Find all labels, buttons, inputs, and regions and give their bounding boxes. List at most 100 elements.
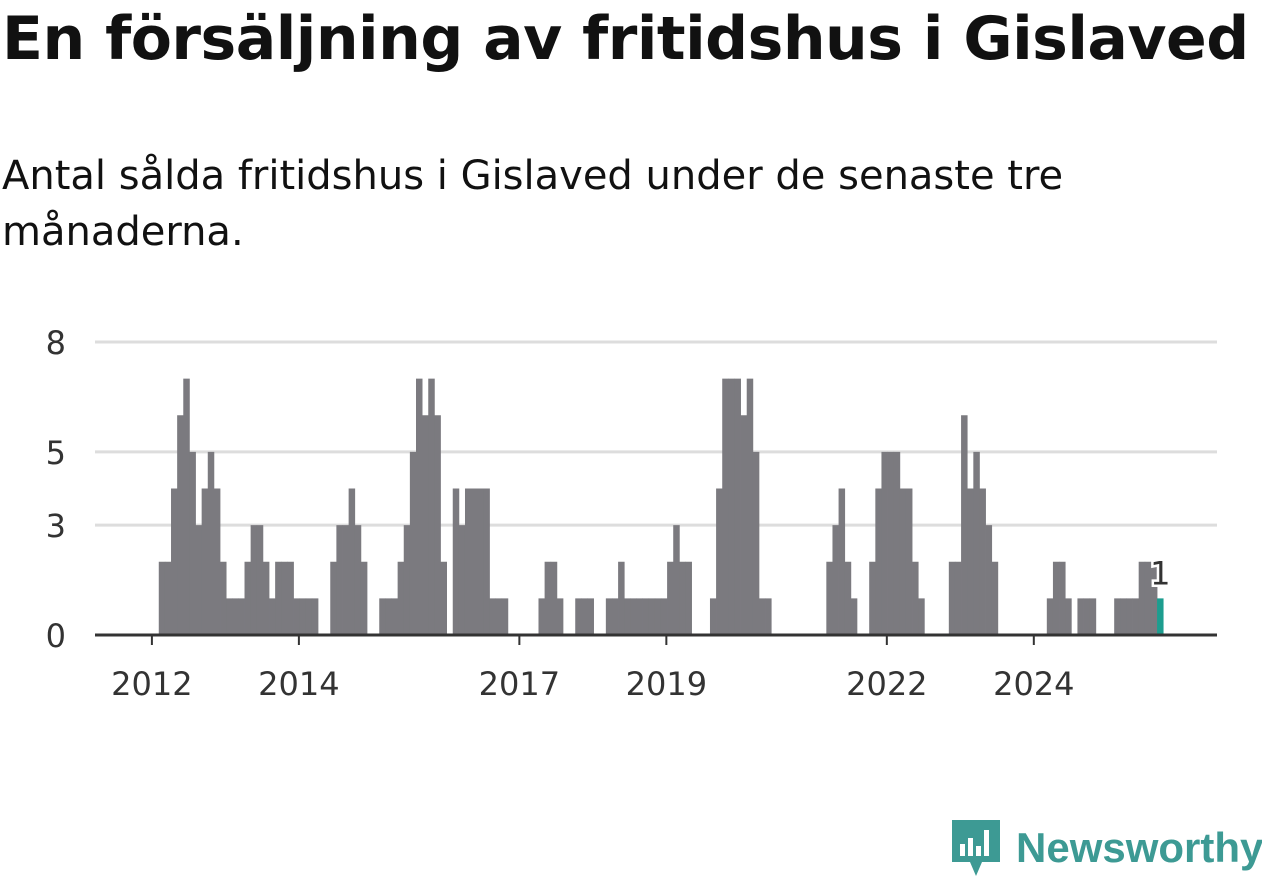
bar	[195, 525, 203, 636]
bar	[293, 598, 301, 636]
bar	[642, 598, 650, 636]
bar	[918, 598, 925, 636]
bar	[899, 488, 907, 635]
bar	[624, 598, 631, 636]
bar	[985, 525, 993, 636]
bar	[201, 488, 209, 635]
bar	[164, 561, 172, 635]
bar	[336, 525, 343, 636]
bar	[256, 525, 264, 636]
bar	[746, 378, 754, 636]
bar	[262, 561, 270, 635]
x-tick-label: 2012	[111, 665, 192, 703]
bar	[673, 525, 680, 636]
bar	[422, 415, 429, 635]
bar	[685, 561, 692, 635]
x-tick-label: 2022	[846, 665, 927, 703]
bar	[403, 525, 411, 636]
bar-latest	[1157, 598, 1164, 636]
bar	[556, 598, 564, 636]
bar	[379, 598, 386, 636]
bar	[954, 561, 962, 635]
x-tick-label: 2019	[626, 665, 707, 703]
bar	[636, 598, 643, 636]
bar	[1065, 598, 1072, 636]
bar	[348, 488, 356, 635]
x-tick-label: 2014	[258, 665, 339, 703]
bar	[850, 598, 858, 636]
bar	[483, 488, 490, 635]
bar	[1089, 598, 1097, 636]
bar	[758, 598, 766, 636]
bar	[452, 488, 460, 635]
bar	[1144, 561, 1152, 635]
bar	[618, 561, 625, 635]
bar	[330, 561, 337, 635]
bar	[1052, 561, 1060, 635]
y-tick-label: 5	[46, 434, 66, 472]
x-tick-label: 2017	[479, 665, 560, 703]
bar	[477, 488, 484, 635]
bar	[177, 415, 184, 635]
bar	[1077, 598, 1084, 636]
bar	[342, 525, 350, 636]
bar	[752, 451, 760, 636]
bar	[1120, 598, 1127, 636]
bar	[501, 598, 509, 636]
bar	[464, 488, 472, 635]
latest-value-label: 1	[1150, 554, 1170, 592]
bar	[281, 561, 288, 635]
y-axis-ticks: 0 3 5 8	[46, 324, 66, 655]
bar	[471, 488, 478, 635]
bar	[1126, 598, 1133, 636]
brand-name: Newsworthy	[1016, 824, 1262, 871]
bar	[287, 561, 294, 635]
bar	[440, 561, 447, 635]
bar	[967, 488, 974, 635]
bar	[207, 451, 215, 636]
bar	[250, 525, 258, 636]
bar	[489, 598, 496, 636]
bar	[354, 525, 362, 636]
bar	[213, 488, 221, 635]
bar	[360, 561, 368, 635]
bar	[244, 561, 252, 635]
bar	[630, 598, 637, 636]
bar	[269, 598, 276, 636]
bar	[458, 525, 466, 636]
bar	[428, 378, 435, 636]
bar	[765, 598, 772, 636]
bar	[1046, 598, 1054, 636]
bar	[434, 415, 441, 635]
bar	[391, 598, 398, 636]
bar	[728, 378, 735, 636]
y-tick-label: 8	[46, 324, 66, 362]
grid-lines	[95, 340, 1217, 527]
bar	[844, 561, 852, 635]
bar	[299, 598, 307, 636]
bar	[887, 451, 895, 636]
bar	[893, 451, 901, 636]
bar	[575, 598, 582, 636]
bar	[171, 488, 178, 635]
bar	[397, 561, 405, 635]
bar	[538, 598, 545, 636]
bar	[416, 378, 423, 636]
bar	[679, 561, 686, 635]
bar	[238, 598, 245, 636]
chart-subtitle: Antal sålda fritidshus i Gislaved under …	[2, 153, 1064, 255]
bar	[183, 378, 190, 636]
bar-chart: 1 0 3 5 8 2012 2014 2017 2019 2022 2024	[46, 324, 1217, 703]
bar	[1150, 561, 1158, 635]
bar	[409, 451, 417, 636]
bar	[189, 451, 196, 636]
x-tick-label: 2024	[993, 665, 1074, 703]
bar	[581, 598, 588, 636]
bar	[1059, 561, 1066, 635]
bar	[912, 561, 919, 635]
bar	[722, 378, 729, 636]
bar	[973, 451, 980, 636]
bar	[734, 378, 741, 636]
bar	[832, 525, 839, 636]
bar	[838, 488, 846, 635]
